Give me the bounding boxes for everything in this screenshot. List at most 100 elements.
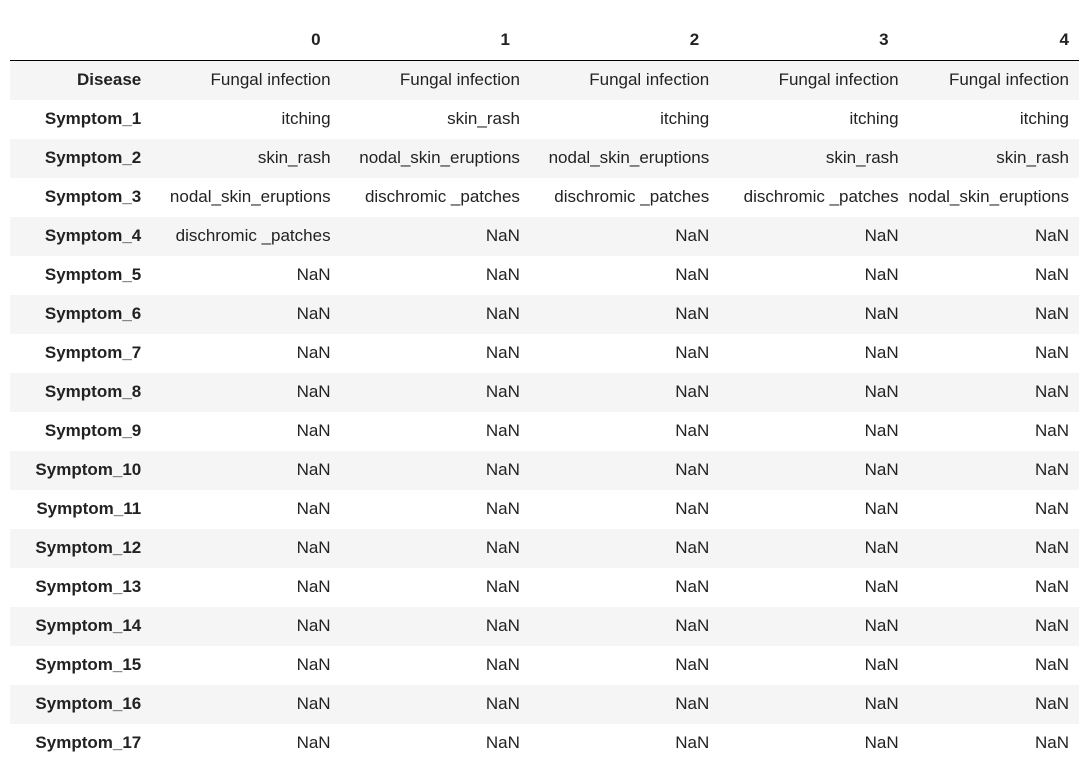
- table-cell: NaN: [1034, 304, 1069, 323]
- table-cell: NaN: [675, 694, 710, 713]
- table-cell: NaN: [864, 382, 899, 401]
- table-cell: NaN: [1034, 343, 1069, 362]
- table-cell: NaN: [864, 616, 899, 635]
- table-cell: NaN: [485, 577, 520, 596]
- row-index-label: Symptom_5: [44, 265, 142, 284]
- table-cell: NaN: [485, 460, 520, 479]
- table-cell: dischromic _patches: [364, 187, 520, 206]
- table-cell: NaN: [1034, 538, 1069, 557]
- row-index-label: Symptom_1: [44, 109, 142, 128]
- table-cell: NaN: [675, 577, 710, 596]
- table-cell: NaN: [1034, 577, 1069, 596]
- row-index-label: Symptom_6: [44, 304, 142, 323]
- table-cell: NaN: [485, 343, 520, 362]
- column-header: 1: [330, 20, 520, 61]
- table-cell: NaN: [675, 382, 710, 401]
- table-row: Symptom_1 itching skin_rash itching itching i…: [10, 100, 1079, 139]
- table-header: 0 1 2 3 4: [10, 20, 1079, 61]
- table-cell: itching: [660, 109, 710, 128]
- table-cell: NaN: [296, 538, 331, 557]
- row-index-label: Symptom_4: [44, 226, 142, 245]
- table-cell: NaN: [296, 460, 331, 479]
- table-cell: NaN: [1034, 226, 1069, 245]
- column-header: 3: [709, 20, 899, 61]
- table-cell: NaN: [864, 577, 899, 596]
- table-cell: NaN: [864, 694, 899, 713]
- table-cell: NaN: [485, 733, 520, 752]
- table-cell: NaN: [864, 304, 899, 323]
- table-cell: NaN: [296, 421, 331, 440]
- column-header: 4: [898, 20, 1079, 61]
- table-cell: NaN: [864, 265, 899, 284]
- table-cell: dischromic _patches: [743, 187, 899, 206]
- row-index-label: Symptom_17: [35, 733, 142, 752]
- table-cell: NaN: [485, 265, 520, 284]
- table-cell: nodal_skin_eruptions: [548, 148, 710, 167]
- header-row: 0 1 2 3 4: [10, 20, 1079, 61]
- table-cell: NaN: [485, 499, 520, 518]
- table-cell: NaN: [296, 343, 331, 362]
- table-cell: NaN: [1034, 499, 1069, 518]
- dataframe-table: 0 1 2 3 4 Disease Fungal infection Fungal …: [10, 20, 1079, 763]
- table-cell: NaN: [675, 421, 710, 440]
- row-index-label: Disease: [76, 70, 142, 89]
- table-cell: nodal_skin_eruptions: [169, 187, 331, 206]
- table-cell: NaN: [485, 616, 520, 635]
- table-row: Symptom_4 dischromic _patches NaN NaN NaN NaN: [10, 216, 1079, 256]
- table-cell: NaN: [675, 538, 710, 557]
- table-cell: NaN: [1034, 694, 1069, 713]
- table-cell: itching: [281, 109, 331, 128]
- table-cell: NaN: [485, 382, 520, 401]
- row-index-label: Symptom_14: [35, 616, 142, 635]
- row-index-label: Symptom_2: [44, 148, 142, 167]
- table-row: Symptom_13 NaN NaN NaN NaN NaN: [10, 568, 1079, 607]
- table-cell: NaN: [864, 655, 899, 674]
- row-index-label: Symptom_11: [36, 499, 142, 518]
- table-cell: NaN: [675, 343, 710, 362]
- table-cell: NaN: [296, 733, 331, 752]
- table-cell: skin_rash: [257, 148, 331, 167]
- table-cell: NaN: [864, 343, 899, 362]
- table-cell: NaN: [485, 694, 520, 713]
- dataframe-output: 0 1 2 3 4 Disease Fungal infection Fungal …: [10, 20, 1079, 763]
- table-cell: NaN: [864, 538, 899, 557]
- index-header: [10, 20, 142, 61]
- table-body: Disease Fungal infection Fungal infection F…: [10, 60, 1079, 763]
- table-cell: NaN: [1034, 382, 1069, 401]
- row-index-label: Symptom_15: [35, 655, 142, 674]
- table-cell: nodal_skin_eruptions: [359, 148, 520, 167]
- column-header: 0: [141, 20, 331, 61]
- table-cell: NaN: [675, 460, 710, 479]
- table-cell: NaN: [296, 616, 331, 635]
- table-row: Symptom_11 NaN NaN NaN NaN NaN: [10, 490, 1079, 529]
- table-cell: NaN: [296, 265, 331, 284]
- table-cell: itching: [849, 109, 899, 128]
- table-cell: NaN: [1034, 460, 1069, 479]
- table-row: Symptom_2 skin_rash nodal_skin_eruptions no…: [10, 138, 1079, 178]
- table-cell: NaN: [675, 733, 710, 752]
- table-cell: NaN: [864, 226, 899, 245]
- column-header: 2: [519, 20, 710, 61]
- table-cell: nodal_skin_eruptions: [908, 187, 1069, 206]
- table-cell: Fungal infection: [210, 70, 331, 89]
- table-cell: Fungal infection: [399, 70, 520, 89]
- table-cell: NaN: [675, 226, 710, 245]
- table-cell: NaN: [1034, 655, 1069, 674]
- table-cell: NaN: [485, 655, 520, 674]
- table-row: Symptom_15 NaN NaN NaN NaN NaN: [10, 646, 1079, 685]
- table-row: Symptom_6 NaN NaN NaN NaN NaN: [10, 294, 1079, 334]
- table-row: Symptom_9 NaN NaN NaN NaN NaN: [10, 412, 1079, 451]
- table-cell: NaN: [296, 382, 331, 401]
- row-index-label: Symptom_9: [44, 421, 142, 440]
- table-row: Symptom_8 NaN NaN NaN NaN NaN: [10, 372, 1079, 412]
- table-row: Symptom_7 NaN NaN NaN NaN NaN: [10, 334, 1079, 373]
- table-cell: NaN: [675, 304, 710, 323]
- table-row: Symptom_16 NaN NaN NaN NaN NaN: [10, 684, 1079, 724]
- table-row: Symptom_14 NaN NaN NaN NaN NaN: [10, 606, 1079, 646]
- table-cell: NaN: [675, 616, 710, 635]
- row-index-label: Symptom_12: [35, 538, 142, 557]
- table-row: Symptom_10 NaN NaN NaN NaN NaN: [10, 450, 1079, 490]
- table-cell: NaN: [296, 694, 331, 713]
- table-row: Symptom_12 NaN NaN NaN NaN NaN: [10, 528, 1079, 568]
- row-index-label: Symptom_16: [35, 694, 142, 713]
